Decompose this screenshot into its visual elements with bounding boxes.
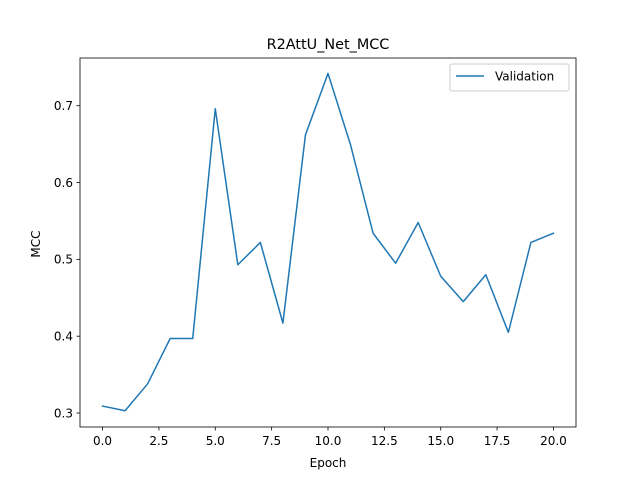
x-tick-label: 10.0 bbox=[315, 434, 342, 448]
x-tick-label: 5.0 bbox=[206, 434, 225, 448]
x-tick-label: 17.5 bbox=[484, 434, 511, 448]
y-axis-label: MCC bbox=[29, 230, 43, 257]
y-tick-label: 0.7 bbox=[54, 99, 73, 113]
x-tick-label: 12.5 bbox=[371, 434, 398, 448]
x-axis-label: Epoch bbox=[310, 456, 347, 470]
x-tick-label: 2.5 bbox=[149, 434, 168, 448]
y-tick-label: 0.5 bbox=[54, 253, 73, 267]
series-line-0 bbox=[101, 72, 555, 412]
legend: Validation bbox=[449, 63, 570, 92]
legend-box bbox=[449, 63, 570, 92]
plot-area: 0.0 2.5 5.0 7.5 10.0 12.5 15.0 17.5 20.0 0.3 0.4 0.… bbox=[54, 57, 577, 448]
y-tick-label: 0.4 bbox=[54, 329, 73, 343]
chart-title: R2AttU_Net_MCC bbox=[267, 37, 390, 53]
x-tick-label: 0.0 bbox=[93, 434, 112, 448]
legend-label-validation: Validation bbox=[495, 70, 554, 84]
y-tick-label: 0.6 bbox=[54, 176, 73, 190]
x-tick-label: 15.0 bbox=[427, 434, 454, 448]
x-tick-label: 20.0 bbox=[540, 434, 567, 448]
y-tick-label: 0.3 bbox=[54, 406, 73, 420]
x-tick-label: 7.5 bbox=[262, 434, 281, 448]
